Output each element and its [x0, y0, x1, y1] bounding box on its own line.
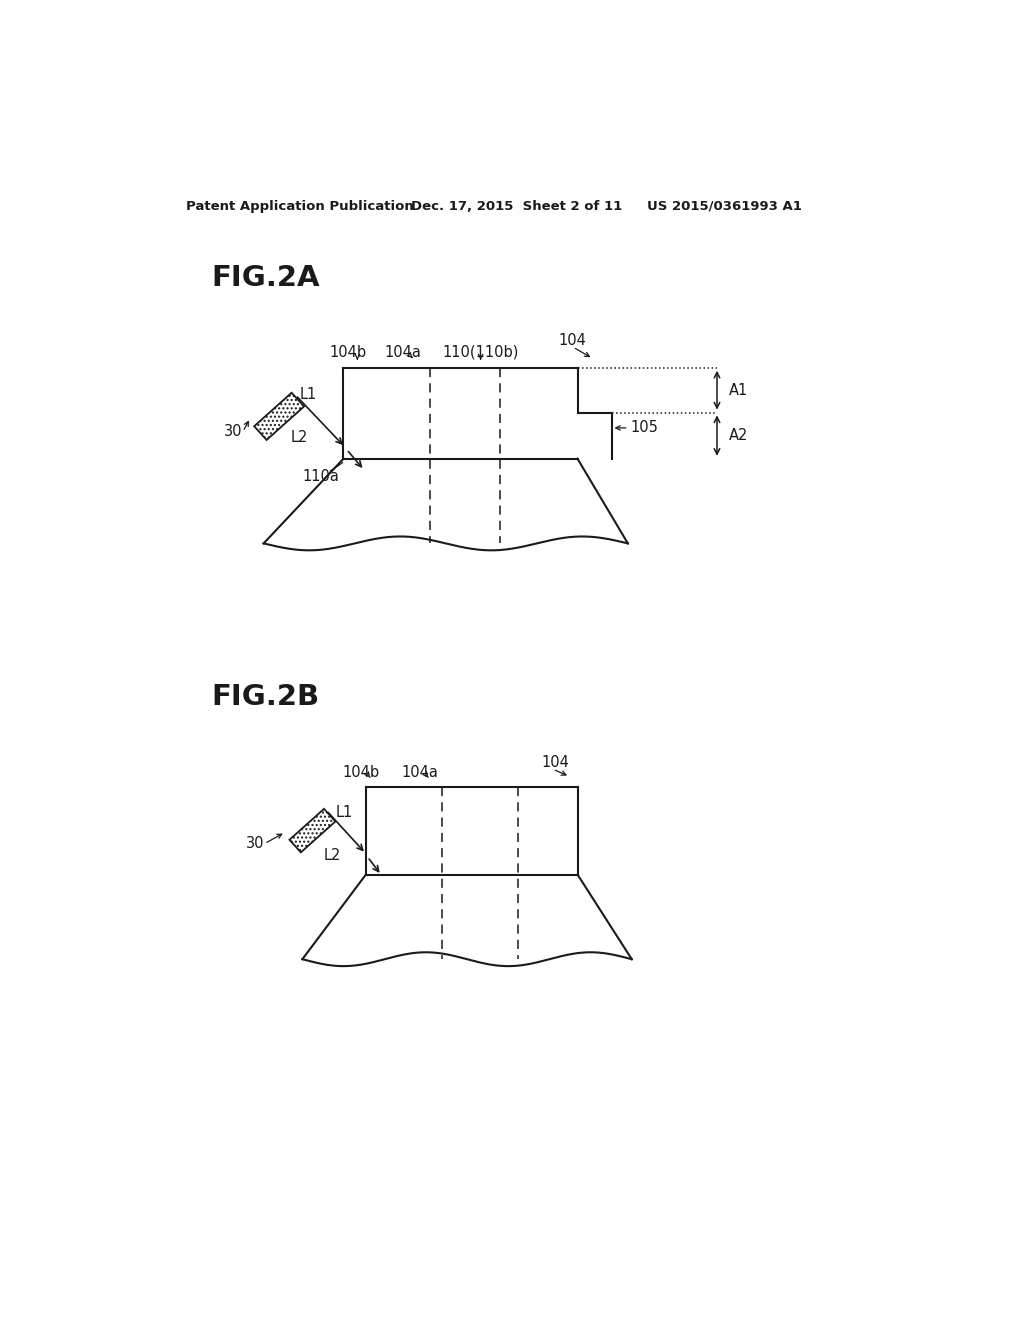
Text: 110a: 110a [302, 469, 339, 484]
Text: 105: 105 [630, 420, 658, 436]
Text: FIG.2B: FIG.2B [212, 684, 319, 711]
Text: A2: A2 [729, 428, 748, 444]
Text: 104b: 104b [342, 764, 379, 780]
Text: US 2015/0361993 A1: US 2015/0361993 A1 [647, 199, 802, 213]
Text: 104a: 104a [385, 345, 422, 360]
Text: L2: L2 [324, 847, 341, 863]
Text: 104b: 104b [330, 345, 367, 360]
Text: 104a: 104a [401, 764, 438, 780]
Text: Dec. 17, 2015  Sheet 2 of 11: Dec. 17, 2015 Sheet 2 of 11 [411, 199, 623, 213]
Text: FIG.2A: FIG.2A [212, 264, 321, 292]
Text: Patent Application Publication: Patent Application Publication [186, 199, 414, 213]
Polygon shape [290, 809, 336, 853]
Polygon shape [254, 393, 304, 440]
Text: A1: A1 [729, 383, 748, 397]
Text: L1: L1 [336, 805, 353, 821]
Text: 104: 104 [558, 334, 586, 348]
Text: 30: 30 [246, 836, 264, 851]
Text: L2: L2 [291, 429, 308, 445]
Text: 110(110b): 110(110b) [442, 345, 519, 360]
Text: L1: L1 [299, 387, 316, 403]
Text: 30: 30 [224, 424, 243, 440]
Text: 104: 104 [541, 755, 569, 771]
